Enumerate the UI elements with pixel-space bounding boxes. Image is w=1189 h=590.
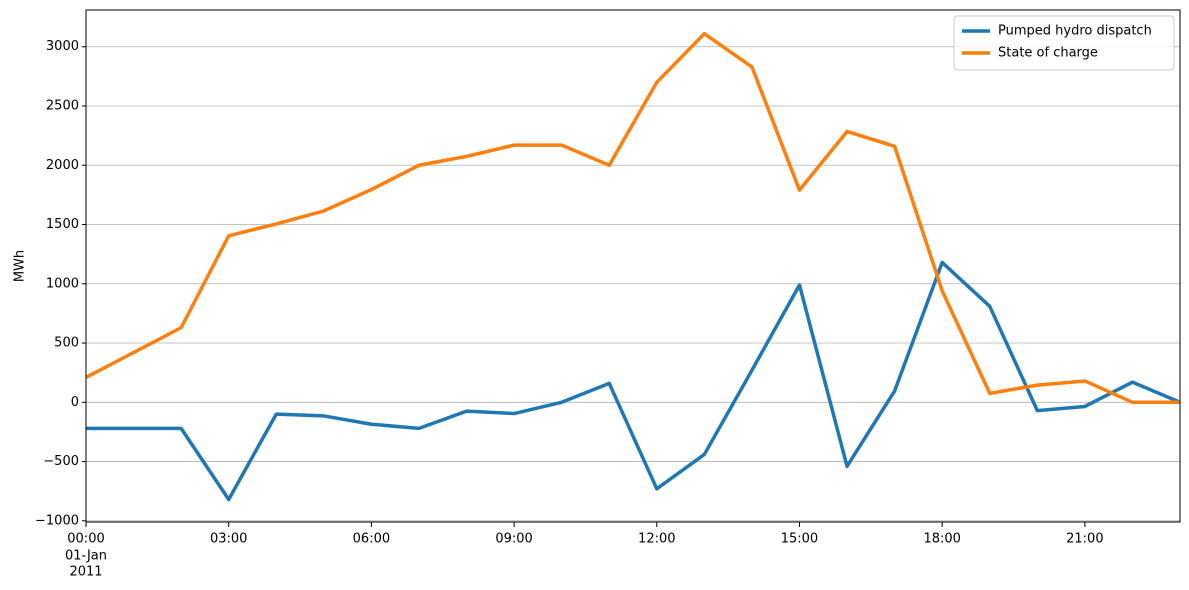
- x-tick-label: 12:00: [638, 532, 675, 547]
- legend-label: State of charge: [998, 46, 1098, 61]
- x-tick-label: 21:00: [1066, 532, 1103, 547]
- y-tick-label: 500: [54, 336, 79, 351]
- y-tick-label: −1000: [35, 513, 79, 528]
- x-tick-label: 03:00: [210, 532, 247, 547]
- legend-label: Pumped hydro dispatch: [998, 24, 1152, 39]
- y-tick-label: 1000: [46, 276, 79, 291]
- series-line: [86, 260, 1181, 502]
- x-tick-label: 00:00: [67, 532, 104, 547]
- y-tick-label: 1500: [46, 217, 79, 232]
- y-tick-label: 2000: [46, 158, 79, 173]
- x-tick-label: 09:00: [495, 532, 532, 547]
- x-date-label: 01-Jan: [65, 549, 107, 564]
- x-tick-label: 06:00: [353, 532, 390, 547]
- x-date-label: 2011: [69, 565, 102, 580]
- legend-box: [953, 15, 1175, 71]
- x-tick-label: 18:00: [923, 532, 960, 547]
- y-tick-label: 0: [71, 395, 79, 410]
- y-tick-label: −500: [43, 454, 79, 469]
- y-axis-label: MWh: [13, 250, 28, 282]
- y-tick-label: 2500: [46, 99, 79, 114]
- series-line: [85, 31, 1180, 405]
- x-tick-label: 15:00: [781, 532, 818, 547]
- y-tick-label: 3000: [46, 39, 79, 54]
- plot-frame: [85, 9, 1181, 523]
